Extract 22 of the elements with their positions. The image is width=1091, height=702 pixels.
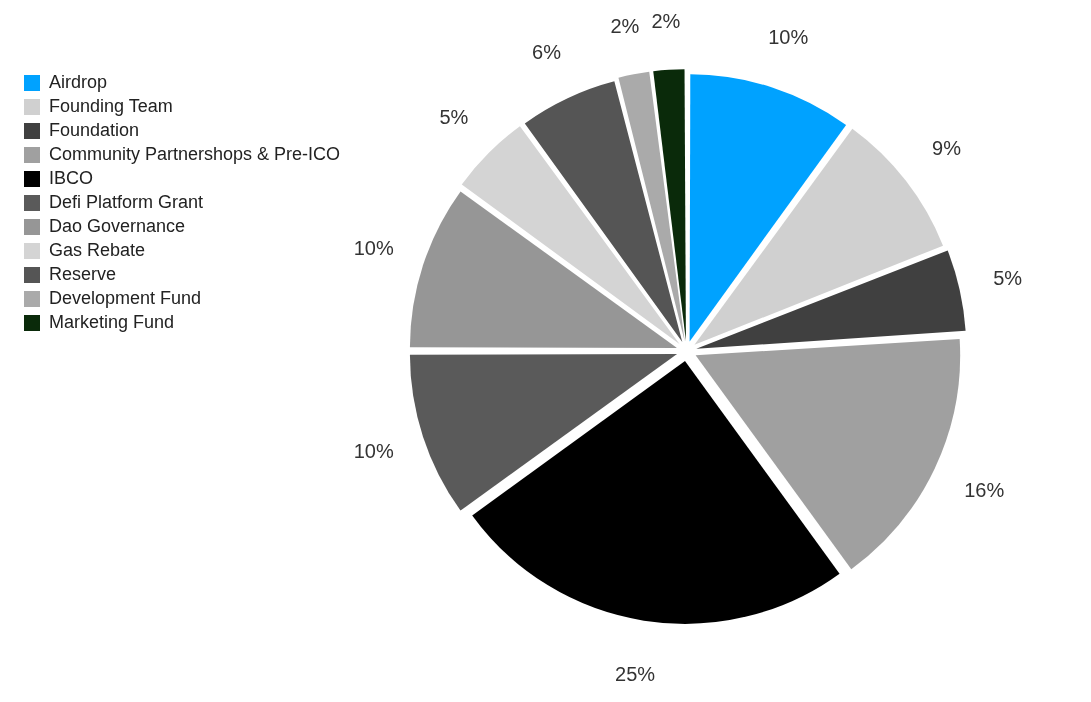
legend-label: Dao Governance: [49, 215, 186, 236]
data-label: 10%: [353, 236, 394, 259]
legend-label: Gas Rebate: [49, 239, 146, 260]
data-label: 6%: [532, 40, 562, 63]
data-label: 10%: [768, 25, 809, 48]
data-label: 2%: [651, 10, 681, 33]
legend-label: Airdrop: [49, 71, 108, 92]
data-label: 5%: [993, 266, 1023, 289]
legend-label: Development Fund: [49, 287, 202, 308]
legend-label: Founding Team: [49, 95, 173, 116]
legend-label: Reserve: [49, 263, 117, 284]
legend-label: Foundation: [49, 119, 140, 140]
data-label: 5%: [439, 105, 469, 128]
data-label: 25%: [615, 663, 656, 686]
legend-label: Community Partnershops & Pre-ICO: [49, 143, 341, 164]
legend-label: Defi Platform Grant: [49, 191, 204, 212]
data-label: 16%: [964, 478, 1005, 501]
legend-label: Marketing Fund: [49, 311, 175, 332]
data-label: 10%: [353, 440, 394, 463]
data-label: 2%: [610, 15, 640, 38]
data-label: 9%: [932, 136, 962, 159]
legend-label: IBCO: [49, 167, 94, 188]
